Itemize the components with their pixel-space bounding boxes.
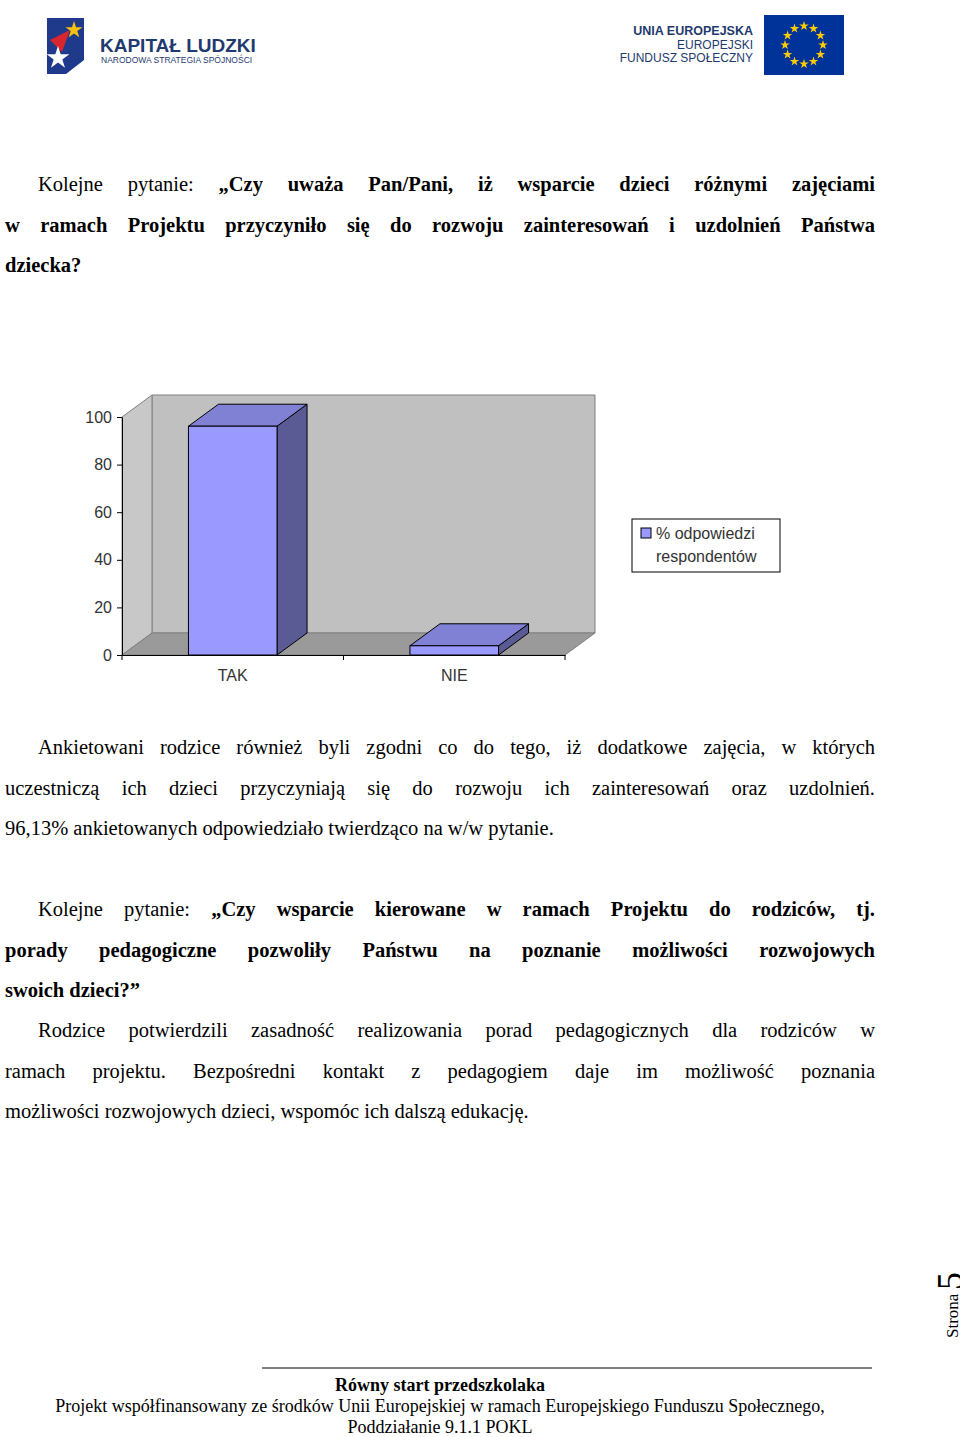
footer-line: Poddziałanie 9.1.1 POKL bbox=[348, 1417, 533, 1437]
logo-line: FUNDUSZ SPOŁECZNY bbox=[620, 51, 753, 65]
eu-star bbox=[809, 56, 819, 65]
category-divider bbox=[122, 655, 123, 660]
question-text: „Czy uważa Pan/Pani, iż wsparcie dzieci … bbox=[219, 173, 875, 195]
question-text: porady pedagogiczne pozwoliły Państwu na… bbox=[5, 939, 875, 961]
right-logo: UNIA EUROPEJSKAEUROPEJSKIFUNDUSZ SPOŁECZ… bbox=[620, 15, 844, 75]
bar bbox=[188, 426, 277, 655]
category-divider bbox=[565, 655, 566, 660]
y-axis-line bbox=[122, 418, 123, 656]
bar-top bbox=[410, 624, 529, 646]
left-logo: KAPITAŁ LUDZKINARODOWA STRATEGIA SPÓJNOŚ… bbox=[47, 18, 256, 74]
y-tick-mark bbox=[117, 512, 122, 513]
eu-star bbox=[790, 56, 800, 65]
y-tick-mark bbox=[117, 465, 122, 466]
eu-star bbox=[790, 24, 800, 33]
y-tick-label: 40 bbox=[94, 551, 112, 568]
y-tick-mark bbox=[117, 560, 122, 561]
text-line: Ankietowani rodzice również byli zgodni … bbox=[38, 734, 875, 760]
legend-swatch bbox=[641, 528, 651, 538]
footer-line: Projekt współfinansowany ze środków Unii… bbox=[55, 1396, 824, 1416]
y-tick: 0 bbox=[103, 647, 122, 664]
eu-star bbox=[818, 40, 828, 49]
footer-rule bbox=[262, 1368, 872, 1369]
bar-group bbox=[188, 404, 307, 655]
eu-star bbox=[809, 24, 819, 33]
text-line: Rodzice potwierdzili zasadność realizowa… bbox=[38, 1017, 875, 1043]
text-line: uczestniczą ich dzieci przyczyniają się … bbox=[5, 775, 875, 801]
text-line: ramach projektu. Bezpośredni kontakt z p… bbox=[5, 1058, 875, 1084]
y-tick: 60 bbox=[94, 504, 122, 521]
logo-star bbox=[65, 21, 82, 37]
question-text: w ramach Projektu przyczyniło się do roz… bbox=[5, 214, 875, 236]
y-tick-label: 100 bbox=[85, 409, 112, 426]
y-tick-mark bbox=[117, 417, 122, 418]
y-tick: 40 bbox=[94, 551, 122, 568]
page: KAPITAŁ LUDZKINARODOWA STRATEGIA SPÓJNOŚ… bbox=[0, 0, 960, 1437]
footer: Równy start przedszkolakaProjekt współfi… bbox=[55, 1368, 872, 1437]
bar bbox=[410, 646, 499, 655]
x-tick-label: TAK bbox=[218, 667, 248, 684]
x-axis: TAK NIE bbox=[123, 655, 566, 684]
y-tick-label: 60 bbox=[94, 504, 112, 521]
footer-title: Równy start przedszkolaka bbox=[335, 1375, 545, 1395]
side-wall bbox=[122, 395, 152, 655]
header: KAPITAŁ LUDZKINARODOWA STRATEGIA SPÓJNOŚ… bbox=[47, 15, 844, 75]
y-tick: 100 bbox=[85, 409, 122, 426]
question-text: dziecka? bbox=[5, 254, 81, 276]
legend-box bbox=[632, 519, 780, 572]
page-label: Strona bbox=[943, 1293, 960, 1338]
x-tick-label: NIE bbox=[441, 667, 468, 684]
logo-title: KAPITAŁ LUDZKI bbox=[100, 35, 256, 56]
logo-shape bbox=[50, 30, 70, 52]
y-tick-label: 0 bbox=[103, 647, 112, 664]
eu-star bbox=[783, 31, 793, 40]
question-text: swoich dzieci?” bbox=[5, 979, 140, 1001]
plot-area bbox=[188, 404, 528, 655]
text-line: 96,13% ankietowanych odpowiedziało twier… bbox=[5, 815, 875, 841]
page-number-value: 5 bbox=[930, 1272, 960, 1290]
text-line: możliwości rozwojowych dzieci, wspomóc i… bbox=[5, 1098, 875, 1124]
legend-label: % odpowiedzirespondentów bbox=[656, 525, 757, 565]
eu-star bbox=[799, 59, 809, 68]
question-text: „Czy wsparcie kierowane w ramach Projekt… bbox=[211, 898, 875, 920]
logo-shape bbox=[47, 18, 84, 74]
bar-side bbox=[277, 404, 307, 655]
intro: Kolejne pytanie: bbox=[38, 898, 211, 920]
eu-flag bbox=[764, 15, 844, 75]
y-tick-mark bbox=[117, 607, 122, 608]
text-line: porady pedagogiczne pozwoliły Państwu na… bbox=[5, 937, 875, 963]
text-line: Kolejne pytanie: „Czy uważa Pan/Pani, iż… bbox=[38, 171, 875, 197]
y-tick: 20 bbox=[94, 599, 122, 616]
eu-star bbox=[780, 40, 790, 49]
eu-star bbox=[816, 31, 826, 40]
intro: Kolejne pytanie: bbox=[38, 173, 219, 195]
logo-line: EUROPEJSKI bbox=[677, 38, 753, 52]
y-tick-label: 80 bbox=[94, 456, 112, 473]
x-tick: NIE bbox=[441, 655, 468, 684]
bar-group bbox=[410, 624, 529, 655]
page-number: Strona 5 bbox=[930, 1272, 960, 1338]
bar-top bbox=[188, 404, 307, 426]
text-line: Kolejne pytanie: „Czy wsparcie kierowane… bbox=[38, 896, 875, 922]
text-line: dziecka? bbox=[5, 252, 875, 278]
y-tick: 80 bbox=[94, 456, 122, 473]
legend: % odpowiedzirespondentów bbox=[632, 519, 780, 572]
logo-star bbox=[47, 46, 70, 68]
y-axis: 0 20 40 60 80 100 bbox=[85, 409, 122, 664]
eu-star bbox=[816, 50, 826, 59]
y-tick-label: 20 bbox=[94, 599, 112, 616]
chart: 0 20 40 60 80 100 TAK NIE % odpowiedzirespondent… bbox=[85, 395, 780, 684]
y-tick-mark bbox=[117, 655, 122, 656]
eu-star bbox=[799, 21, 809, 30]
text-line: w ramach Projektu przyczyniło się do roz… bbox=[5, 212, 875, 238]
x-tick: TAK bbox=[218, 655, 248, 684]
logo-subtitle: NARODOWA STRATEGIA SPÓJNOŚCI bbox=[101, 54, 252, 65]
text-line: swoich dzieci?” bbox=[5, 977, 875, 1003]
category-divider bbox=[343, 655, 344, 660]
logo-line: UNIA EUROPEJSKA bbox=[633, 24, 753, 38]
eu-star bbox=[783, 50, 793, 59]
